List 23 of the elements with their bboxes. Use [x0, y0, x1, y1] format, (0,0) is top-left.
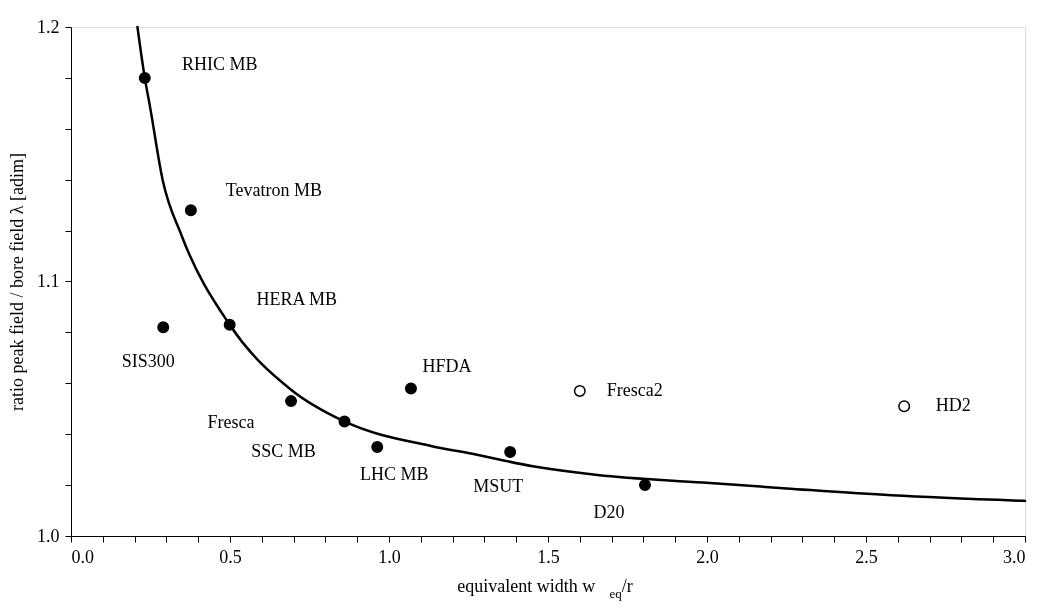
y-tick-label: 1.0 — [37, 525, 60, 546]
x-tick-label: 3.0 — [1003, 546, 1026, 567]
x-tick-label: 0.5 — [219, 546, 242, 567]
annotation: SIS300 — [121, 351, 175, 372]
annotation: D20 — [593, 502, 625, 523]
annotation: HERA MB — [256, 288, 337, 309]
annotation: RHIC MB — [182, 53, 258, 74]
y-tick-label: 1.2 — [37, 16, 60, 37]
annotation: SSC MB — [251, 441, 316, 462]
annotation: HD2 — [935, 395, 971, 416]
x-tick-label: 0.0 — [71, 546, 94, 567]
x-tick-label: 2.0 — [696, 546, 719, 567]
x-tick-label: 1.0 — [378, 546, 401, 567]
y-tick-label: 1.1 — [37, 271, 60, 291]
annotation: Fresca2 — [606, 379, 663, 400]
annotation: LHC MB — [359, 463, 429, 484]
annotation: MSUT — [473, 476, 524, 497]
x-tick-label: 2.5 — [855, 546, 878, 567]
x-tick-label: 1.5 — [537, 546, 560, 567]
y-axis-title: ratio peak field / bore field λ [adim] — [7, 152, 27, 412]
annotation: HFDA — [422, 356, 472, 377]
annotation: Tevatron MB — [225, 180, 322, 201]
annotation: Fresca — [207, 412, 255, 433]
